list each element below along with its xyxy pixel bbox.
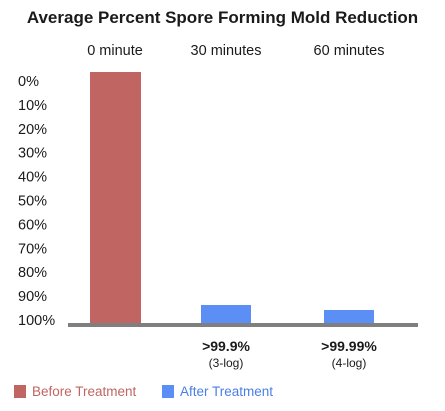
y-tick-label: 100% (18, 313, 55, 329)
y-tick-label: 0% (18, 74, 39, 90)
category-label: 30 minutes (191, 43, 262, 59)
y-tick-label: 50% (18, 194, 47, 210)
y-tick-label: 10% (18, 98, 47, 114)
legend-after: After Treatment (162, 384, 273, 399)
y-tick-label: 60% (18, 217, 47, 233)
bar-annotation-value: >99.99% (321, 338, 377, 354)
bar-after (324, 310, 374, 325)
legend-before: Before Treatment (14, 384, 136, 399)
y-tick-label: 70% (18, 241, 47, 257)
y-tick-label: 20% (18, 122, 47, 138)
y-tick-label: 40% (18, 170, 47, 186)
y-tick-label: 90% (18, 289, 47, 305)
bar-annotation-note: (4-log) (332, 356, 367, 370)
y-tick-label: 30% (18, 146, 47, 162)
bar-annotation-note: (3-log) (209, 356, 244, 370)
bar-after (201, 305, 251, 325)
legend-before-label: Before Treatment (32, 384, 137, 399)
legend-after-swatch (162, 385, 174, 398)
chart-title: Average Percent Spore Forming Mold Reduc… (26, 8, 419, 27)
y-tick-label: 80% (18, 265, 47, 281)
category-label: 0 minute (87, 43, 143, 59)
x-axis-line (68, 323, 418, 327)
legend-after-label: After Treatment (180, 384, 274, 399)
category-label: 60 minutes (314, 43, 385, 59)
bar-before (90, 72, 141, 325)
legend-before-swatch (14, 385, 26, 398)
bar-annotation-value: >99.9% (202, 338, 250, 354)
